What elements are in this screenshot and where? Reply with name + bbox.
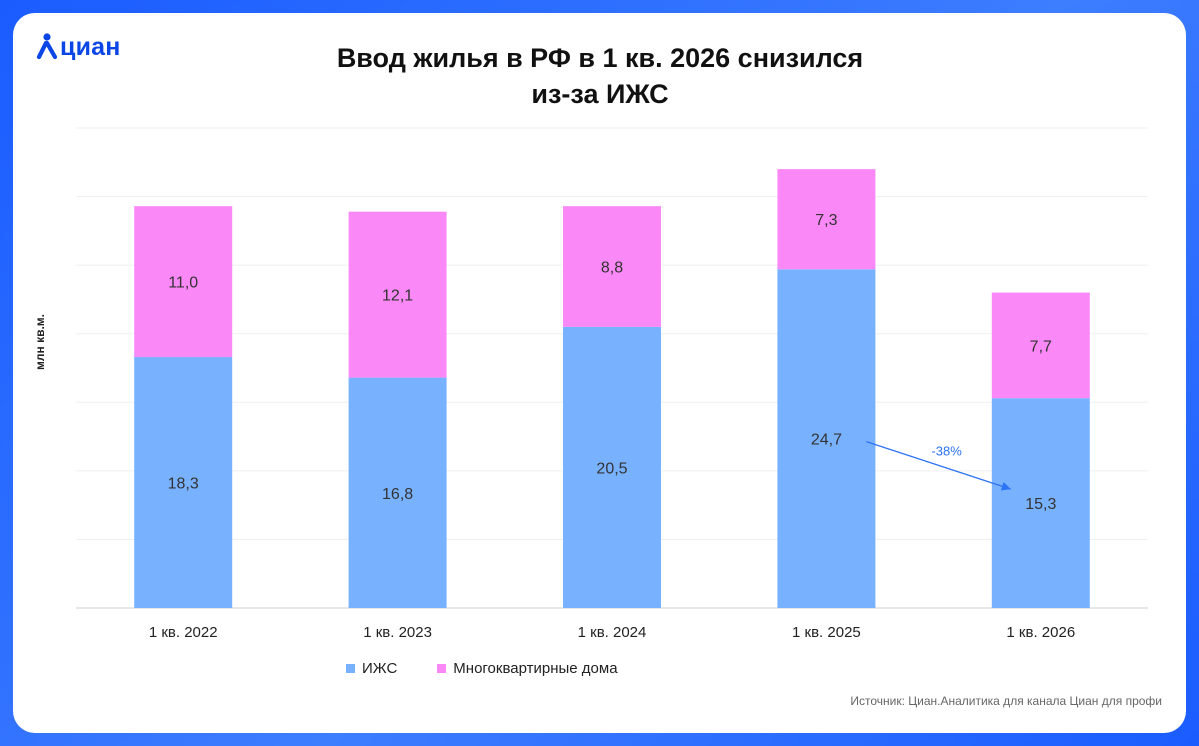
legend-swatch-mkd	[437, 664, 447, 673]
bar-mkd	[134, 206, 233, 358]
annotation-label: -38%	[931, 443, 962, 458]
chart-title-line-1: Ввод жилья в РФ в 1 кв. 2026 снизился	[336, 43, 864, 73]
legend: ИЖС Многоквартирные дома	[346, 660, 658, 677]
chart-title-line-2: из-за ИЖС	[531, 79, 669, 109]
legend-item-mkd: Многоквартирные дома	[437, 660, 618, 677]
data-label: 16,8	[382, 486, 413, 503]
annotation-arrow-head	[1000, 482, 1011, 491]
bar-izhs	[991, 398, 1090, 608]
bar-mkd	[777, 169, 876, 270]
bar-izhs	[563, 326, 661, 608]
bar-mkd	[563, 206, 661, 327]
x-tick-label: 1 кв. 2024	[578, 624, 647, 641]
annotation-arrow-line	[866, 441, 1012, 490]
chart-title: Ввод жилья в РФ в 1 кв. 2026 снизился из…	[260, 40, 940, 112]
cian-logo: циан	[36, 30, 121, 64]
legend-label-mkd: Многоквартирные дома	[453, 660, 618, 677]
data-label: 20,5	[596, 460, 627, 477]
data-label: 7,7	[1030, 338, 1052, 355]
data-label: 8,8	[601, 260, 623, 277]
x-tick-label: 1 кв. 2025	[792, 624, 861, 641]
cian-logo-icon	[36, 33, 58, 60]
x-tick-label: 1 кв. 2023	[363, 624, 432, 641]
bar-mkd	[348, 211, 447, 378]
data-label: 11,0	[168, 275, 198, 292]
legend-item-izhs: ИЖС	[346, 660, 397, 677]
x-tick-label: 1 кв. 2022	[149, 624, 218, 641]
data-label: 18,3	[168, 476, 199, 493]
bar-mkd	[991, 292, 1090, 399]
source-note: Источник: Циан.Аналитика для канала Циан…	[850, 694, 1162, 708]
bar-izhs	[134, 357, 233, 608]
data-label: 7,3	[815, 212, 837, 229]
legend-swatch-izhs	[346, 664, 355, 673]
legend-label-izhs: ИЖС	[362, 660, 398, 677]
logo-text: циан	[60, 32, 121, 61]
bar-izhs	[777, 269, 876, 608]
bar-izhs	[348, 377, 447, 608]
data-label: 15,3	[1025, 496, 1056, 513]
data-label: 12,1	[382, 288, 413, 305]
data-label: 24,7	[811, 432, 842, 449]
x-tick-label: 1 кв. 2026	[1006, 624, 1075, 641]
